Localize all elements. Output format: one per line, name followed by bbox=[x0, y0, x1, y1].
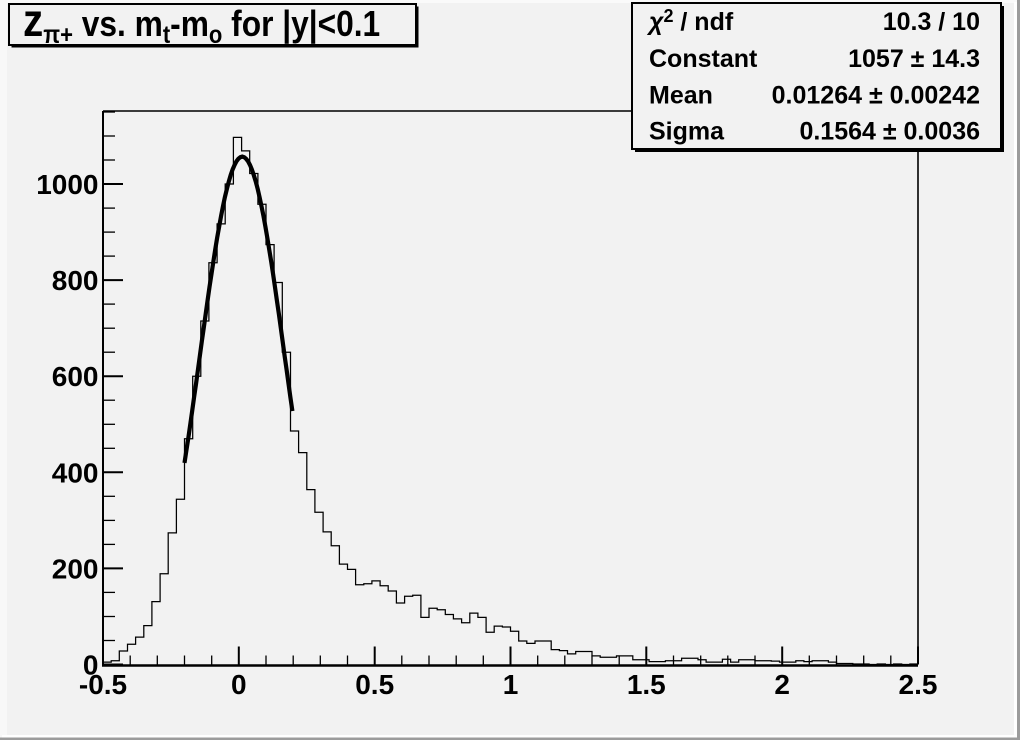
svg-text:1057 ± 14.3: 1057 ± 14.3 bbox=[848, 45, 980, 73]
svg-text:600: 600 bbox=[52, 361, 99, 392]
svg-text:0.01264 ± 0.00242: 0.01264 ± 0.00242 bbox=[772, 82, 980, 110]
svg-text:2.5: 2.5 bbox=[899, 669, 938, 700]
svg-text:0: 0 bbox=[231, 669, 247, 700]
svg-text:10.3 / 10: 10.3 / 10 bbox=[883, 8, 980, 36]
svg-text:0.1564 ± 0.0036: 0.1564 ± 0.0036 bbox=[799, 118, 980, 146]
svg-text:Sigma: Sigma bbox=[649, 118, 725, 146]
svg-text:200: 200 bbox=[52, 553, 99, 584]
svg-text:400: 400 bbox=[52, 457, 99, 488]
svg-text:1.5: 1.5 bbox=[627, 669, 666, 700]
svg-text:χ2 / ndf: χ2 / ndf bbox=[646, 6, 734, 36]
svg-text:0: 0 bbox=[83, 650, 99, 681]
svg-text:800: 800 bbox=[52, 265, 99, 296]
svg-text:1: 1 bbox=[503, 669, 519, 700]
svg-text:1000: 1000 bbox=[36, 169, 98, 200]
svg-text:-0.5: -0.5 bbox=[79, 669, 127, 700]
svg-text:Mean: Mean bbox=[649, 82, 713, 110]
svg-text:Constant: Constant bbox=[649, 45, 758, 73]
svg-text:0.5: 0.5 bbox=[355, 669, 394, 700]
svg-text:zπ+ vs. mt-mo for |y|<0.1: zπ+ vs. mt-mo for |y|<0.1 bbox=[23, 0, 380, 48]
svg-text:2: 2 bbox=[774, 669, 790, 700]
